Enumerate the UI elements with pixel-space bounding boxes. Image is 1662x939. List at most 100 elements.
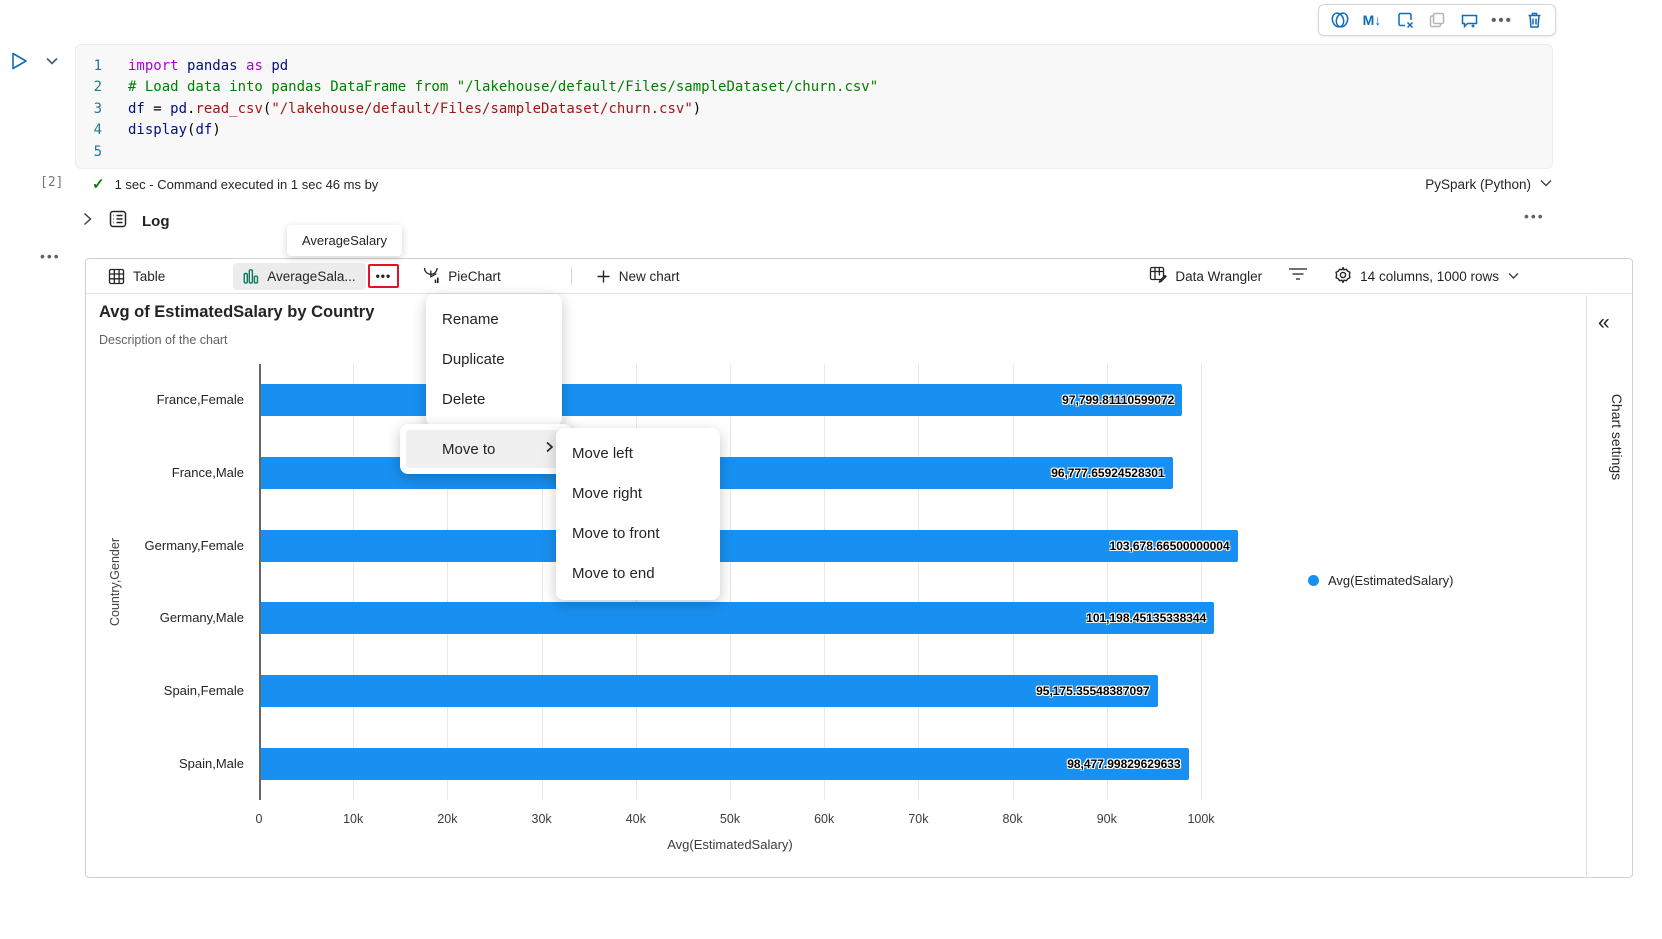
bar-spain-female[interactable]: 95,175.35548387097 — [261, 675, 1158, 707]
move-to-submenu: Move left Move right Move to front Move to … — [556, 428, 720, 600]
chevron-down-icon — [1507, 269, 1520, 284]
move-to-menu-section: Move to — [400, 424, 572, 474]
markdown-icon[interactable]: M↓ — [1362, 12, 1382, 28]
tooltip-text: AverageSalary — [301, 233, 388, 248]
gridline — [824, 364, 826, 800]
output-more-options-icon[interactable]: ••• — [1524, 208, 1545, 224]
line-number: 3 — [93, 100, 102, 117]
clear-cell-icon[interactable] — [1393, 8, 1417, 32]
x-tick-label: 100k — [1187, 812, 1215, 826]
new-chart-label: New chart — [618, 268, 680, 284]
new-chart-button[interactable]: New chart — [586, 264, 690, 289]
columns-rows-selector[interactable]: 14 columns, 1000 rows — [1334, 266, 1520, 287]
tabbar-separator — [570, 267, 572, 285]
copilot-icon[interactable] — [1328, 8, 1352, 32]
chart-settings-label[interactable]: Chart settings — [1609, 393, 1625, 481]
log-section-header[interactable]: Log — [80, 208, 170, 234]
chart-description: Description of the chart — [99, 333, 228, 347]
submenu-item-move-to-front[interactable]: Move to front — [572, 525, 660, 542]
bar-germany-male[interactable]: 101,198.45135338344 — [261, 602, 1215, 635]
output-tabbar: Table AverageSala... ••• — [86, 259, 1632, 294]
x-tick-label: 20k — [437, 812, 458, 826]
data-wrangler-button[interactable]: Data Wrangler — [1149, 266, 1262, 286]
tab-table-label: Table — [133, 268, 166, 284]
kernel-name: PySpark (Python) — [1425, 176, 1531, 192]
bar-value-label: 103,678.66500000004 — [1109, 538, 1230, 553]
tabbar-right-tools: Data Wrangler 14 columns, 1000 rows — [1149, 266, 1520, 287]
x-tick-label: 70k — [908, 812, 929, 826]
menu-item-move-to[interactable]: Move to — [406, 430, 566, 468]
settings-rail-divider — [1586, 295, 1587, 878]
chevron-down-icon — [1539, 177, 1553, 192]
bar-value-label: 97,799.81110599072 — [1062, 393, 1175, 408]
submenu-item-move-to-end[interactable]: Move to end — [572, 565, 655, 582]
tab-chart-label: AverageSala... — [267, 268, 356, 284]
code-cell[interactable]: 1 import pandas as pd 2 # Load data into pa… — [75, 44, 1553, 169]
tab-average-salary-chart[interactable]: AverageSala... — [233, 262, 366, 290]
columns-rows-label: 14 columns, 1000 rows — [1360, 268, 1499, 284]
move-to-label: Move to — [442, 440, 496, 458]
kernel-selector[interactable]: PySpark (Python) — [1425, 177, 1553, 192]
chevron-right-icon — [543, 440, 556, 458]
filter-icon[interactable] — [1288, 267, 1308, 286]
code-line[interactable]: 5 — [76, 142, 1552, 163]
bar-spain-male[interactable]: 98,477.99829629633 — [261, 747, 1189, 780]
bar-france-female[interactable]: 97,799.81110599072 — [261, 384, 1183, 417]
code-line[interactable]: 3 df = pd. read_csv("/lakehouse/default/Fi… — [76, 99, 1552, 120]
cell-more-options-icon[interactable]: ••• — [40, 248, 61, 264]
log-icon — [108, 209, 128, 234]
chart-title: Avg of EstimatedSalary by Country — [99, 303, 375, 321]
run-options-chevron-icon[interactable] — [44, 53, 62, 69]
comment-add-icon[interactable] — [1458, 8, 1482, 32]
delete-cell-icon[interactable] — [1523, 8, 1547, 32]
tab-piechart-label: PieChart — [448, 268, 501, 284]
gridline — [730, 364, 731, 800]
category-label: Spain,Female — [163, 683, 244, 698]
x-tick-label: 30k — [531, 812, 552, 826]
gridline — [447, 364, 449, 800]
pie-chart-icon — [423, 267, 440, 285]
chart-tab-more-options-icon[interactable]: ••• — [367, 264, 400, 288]
run-cell-button[interactable] — [8, 50, 30, 72]
more-options-icon[interactable]: ••• — [1491, 11, 1513, 29]
output-card: Table AverageSala... ••• — [85, 258, 1633, 878]
tab-piechart[interactable]: PieChart — [413, 263, 511, 290]
legend-label: Avg(EstimatedSalary) — [1328, 573, 1454, 588]
line-number: 1 — [93, 58, 102, 74]
chevron-right-icon[interactable] — [80, 211, 94, 232]
code-line[interactable]: 4 display(df) — [76, 120, 1552, 141]
cell-status-row: ✓ 1 sec - Command executed in 1 sec 46 m… — [92, 174, 1553, 194]
y-axis-line — [259, 364, 261, 800]
bar-chart-icon — [243, 268, 259, 285]
plus-icon — [596, 269, 611, 284]
log-label: Log — [142, 212, 170, 230]
code-line[interactable]: 1 import pandas as pd — [76, 56, 1552, 77]
menu-item-delete[interactable]: Delete — [442, 391, 486, 408]
menu-item-rename[interactable]: Rename — [442, 311, 499, 328]
chart-legend: Avg(EstimatedSalary) — [1308, 573, 1453, 588]
tab-table[interactable]: Table — [98, 263, 175, 290]
code-line[interactable]: 2 # Load data into pandas DataFrame from … — [76, 77, 1552, 98]
gridline — [1012, 364, 1014, 800]
success-check-icon: ✓ — [92, 176, 105, 193]
category-label: France,Female — [156, 392, 244, 408]
bar-germany-female[interactable]: 103,678.66500000004 — [261, 529, 1238, 562]
gridline — [353, 364, 355, 800]
menu-item-duplicate[interactable]: Duplicate — [442, 351, 505, 368]
gear-icon — [1334, 266, 1352, 287]
y-axis-title: Country,Gender — [108, 538, 122, 627]
data-wrangler-label: Data Wrangler — [1175, 268, 1263, 284]
submenu-item-move-right[interactable]: Move right — [572, 485, 643, 502]
code-lines: 1 import pandas as pd 2 # Load data into pa… — [76, 56, 1552, 163]
cell-toolbar: M↓ ••• — [1318, 4, 1556, 36]
x-tick-label: 10k — [343, 812, 364, 826]
x-tick-label: 80k — [1002, 812, 1023, 826]
copy-icon[interactable] — [1425, 8, 1449, 32]
collapse-settings-icon[interactable]: « — [1598, 311, 1610, 334]
line-number: 5 — [93, 143, 102, 160]
gridline — [1106, 364, 1108, 800]
data-wrangler-icon — [1149, 266, 1168, 286]
x-tick-label: 40k — [625, 812, 646, 826]
submenu-item-move-left[interactable]: Move left — [572, 445, 633, 462]
category-label: Germany,Female — [144, 537, 244, 553]
